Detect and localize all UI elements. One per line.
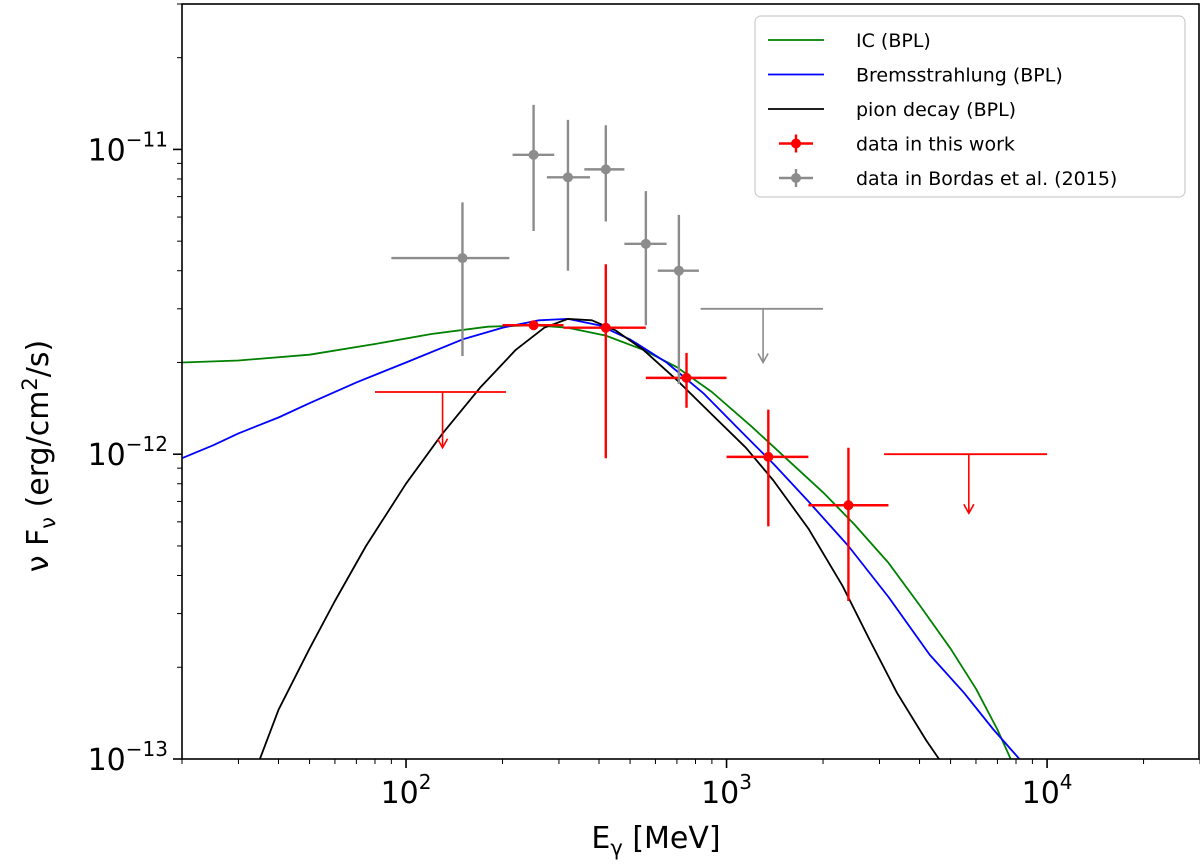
x-tick-label: 104: [1022, 770, 1073, 811]
y-axis-ticks: 10−13 10−12 10−11: [88, 3, 182, 778]
data-point-bordas: [640, 238, 651, 249]
upper-limit-arrow-bordas: [757, 353, 769, 365]
data-point-this-work: [763, 451, 774, 462]
y-tick-label: 10−13: [88, 737, 168, 778]
model-curve-bremsstrahlung: [182, 318, 1021, 759]
y-tick-label: 10−11: [88, 127, 168, 168]
plot-frame: [181, 3, 1200, 760]
legend-label: pion decay (BPL): [856, 99, 1016, 121]
data-point-bordas: [562, 172, 573, 183]
plot-area: [182, 104, 1048, 759]
data-point-this-work: [528, 320, 539, 331]
legend-label: Bremsstrahlung (BPL): [856, 65, 1063, 87]
data-point-this-work: [843, 500, 854, 511]
legend-frame: [754, 15, 1186, 198]
x-tick-label: 103: [701, 770, 752, 811]
y-axis-label: ν Fν (erg/cm2/s): [18, 340, 60, 573]
x-tick-label: 102: [381, 770, 432, 811]
x-axis-ticks: 102 103 104: [181, 759, 1200, 811]
legend-label: data in Bordas et al. (2015): [856, 168, 1117, 190]
legend-label: IC (BPL): [856, 30, 931, 52]
data-point-bordas: [528, 149, 539, 160]
x-axis-label: Eγ [MeV]: [591, 821, 720, 860]
y-tick-label: 10−12: [88, 432, 168, 473]
legend-label: data in this work: [856, 134, 1015, 156]
legend-items: IC (BPL) Bremsstrahlung (BPL) pion decay (…: [768, 30, 1117, 190]
model-curve-pion: [259, 318, 940, 759]
upper-limit-arrow-this-work: [963, 503, 975, 515]
legend-swatch-marker: [791, 138, 801, 149]
upper-limit-arrow-this-work: [436, 438, 449, 450]
data-point-bordas: [457, 253, 468, 264]
data-point-this-work: [600, 322, 611, 333]
plot-layer: [182, 104, 1048, 759]
data-point-bordas: [673, 265, 684, 276]
legend: IC (BPL) Bremsstrahlung (BPL) pion decay (…: [754, 15, 1186, 198]
data-point-this-work: [681, 372, 692, 383]
model-curve-ic: [182, 324, 1012, 759]
legend-swatch-marker: [791, 173, 801, 183]
data-point-bordas: [600, 164, 611, 175]
